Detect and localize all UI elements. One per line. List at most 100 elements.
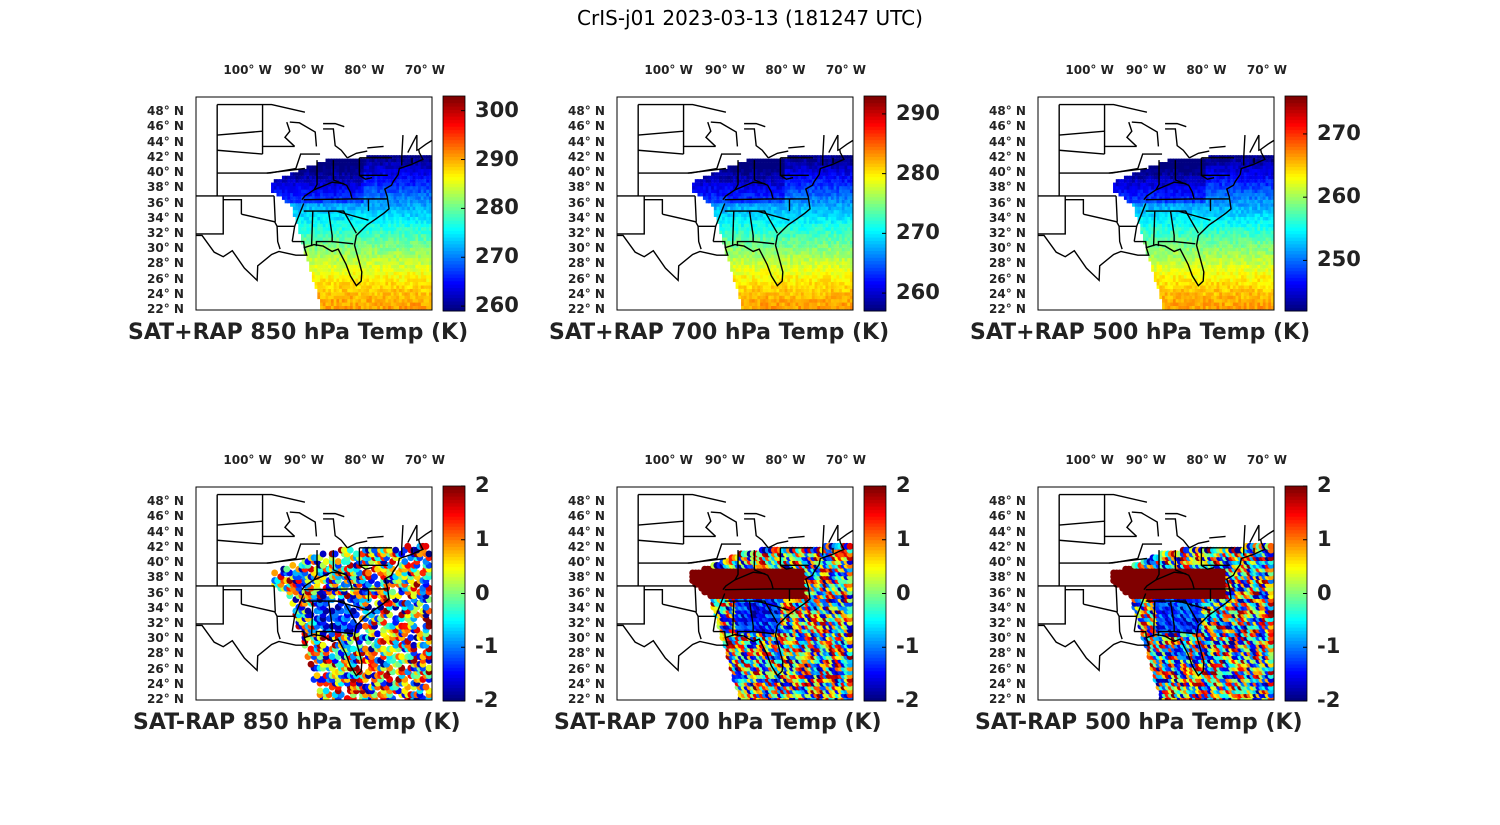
colorbar-tick-label: 260 <box>896 280 940 305</box>
map-panel: 100° W 90° W 80° W 70° W 48° N 46° N 44° N 42° … <box>128 60 519 360</box>
lat-tick-label: 34° N <box>568 600 605 615</box>
lat-tick-label: 26° N <box>147 271 184 286</box>
lat-tick-label: 38° N <box>568 180 605 195</box>
lat-tick-label: 24° N <box>147 676 184 691</box>
lat-tick-label: 32° N <box>147 615 184 630</box>
panel-title: SAT+RAP 850 hPa Temp (K) <box>128 320 469 345</box>
colorbar-tick-label: -1 <box>1317 634 1341 659</box>
lat-tick-label: 38° N <box>147 570 184 585</box>
colorbar-tick-label: -1 <box>896 634 920 659</box>
lat-tick-label: 24° N <box>147 286 184 301</box>
lat-tick-label: 48° N <box>147 104 184 119</box>
map-panel: 100° W 90° W 80° W 70° W 48° N 46° N 44° N 42° … <box>970 60 1361 360</box>
lat-tick-label: 26° N <box>568 661 605 676</box>
lat-tick-label: 26° N <box>989 661 1026 676</box>
lon-tick-label: 80° W <box>1186 63 1227 77</box>
lon-tick-label: 70° W <box>1246 453 1288 467</box>
lat-tick-label: 42° N <box>147 149 184 164</box>
lat-tick-label: 36° N <box>147 585 184 600</box>
colorbar-tick-label: 280 <box>475 195 519 220</box>
colorbar-tick-label: 250 <box>1317 247 1361 272</box>
map-svg <box>616 485 887 702</box>
lat-tick-label: 22° N <box>568 692 605 706</box>
panel-title: SAT+RAP 700 hPa Temp (K) <box>549 320 890 345</box>
lat-tick-label: 42° N <box>989 539 1026 554</box>
lon-tick-label: 100° W <box>644 63 693 77</box>
panel-title: SAT-RAP 700 hPa Temp (K) <box>554 710 882 735</box>
lat-tick-label: 28° N <box>568 256 605 271</box>
map-svg <box>616 95 887 312</box>
lon-tick-label: 70° W <box>404 453 446 467</box>
colorbar <box>1284 95 1308 312</box>
lat-tick-label: 36° N <box>147 195 184 210</box>
colorbar-tick-label: 290 <box>896 100 940 125</box>
lat-tick-label: 42° N <box>568 539 605 554</box>
lat-tick-label: 30° N <box>568 631 605 646</box>
colorbar <box>442 95 466 312</box>
lat-tick-label: 48° N <box>989 104 1026 119</box>
colorbar-tick-label: -2 <box>896 688 920 712</box>
figure-title: CrIS-j01 2023-03-13 (181247 UTC) <box>577 6 923 30</box>
lat-tick-label: 32° N <box>568 615 605 630</box>
colorbar-tick-label: -2 <box>1317 688 1341 712</box>
lat-tick-label: 24° N <box>989 676 1026 691</box>
lat-tick-label: 30° N <box>147 631 184 646</box>
lat-tick-label: 26° N <box>568 271 605 286</box>
lon-tick-label: 100° W <box>1065 453 1114 467</box>
lon-tick-label: 80° W <box>765 453 806 467</box>
colorbar-tick-label: 1 <box>475 526 490 551</box>
state-borders <box>196 103 432 287</box>
lat-tick-label: 28° N <box>989 256 1026 271</box>
lat-tick-label: 38° N <box>568 570 605 585</box>
lon-tick-label: 90° W <box>1125 63 1167 77</box>
state-borders <box>1038 493 1274 677</box>
colorbar-tick-label: 1 <box>896 526 911 551</box>
colorbar-tick-label: 270 <box>1317 120 1361 145</box>
lat-tick-label: 40° N <box>147 165 184 180</box>
lat-tick-label: 44° N <box>989 134 1026 149</box>
lat-tick-label: 24° N <box>568 286 605 301</box>
colorbar-tick-label: -2 <box>475 688 499 712</box>
state-borders <box>617 493 853 677</box>
lat-tick-label: 38° N <box>989 180 1026 195</box>
map-svg <box>1037 485 1308 702</box>
lat-tick-label: 46° N <box>147 119 184 134</box>
lat-tick-label: 36° N <box>568 195 605 210</box>
lat-tick-label: 28° N <box>989 646 1026 661</box>
lon-tick-label: 100° W <box>223 63 272 77</box>
lat-tick-label: 30° N <box>147 241 184 256</box>
lat-tick-label: 44° N <box>989 524 1026 539</box>
lat-tick-label: 28° N <box>147 256 184 271</box>
lat-tick-label: 30° N <box>568 241 605 256</box>
lon-tick-label: 80° W <box>344 63 385 77</box>
lat-tick-label: 26° N <box>989 271 1026 286</box>
colorbar-tick-label: 270 <box>896 220 940 245</box>
observation-swath <box>1113 155 1274 310</box>
lat-tick-label: 30° N <box>989 241 1026 256</box>
state-borders <box>617 103 853 287</box>
colorbar-tick-label: 1 <box>1317 526 1332 551</box>
colorbar-tick-label: 2 <box>896 473 911 497</box>
lat-tick-label: 42° N <box>989 149 1026 164</box>
lat-tick-label: 28° N <box>568 646 605 661</box>
colorbar-tick-label: 300 <box>475 97 519 122</box>
lon-tick-label: 90° W <box>704 453 746 467</box>
lat-tick-label: 34° N <box>989 210 1026 225</box>
lat-tick-label: 24° N <box>568 676 605 691</box>
panel-title: SAT-RAP 850 hPa Temp (K) <box>133 710 461 735</box>
lat-tick-label: 30° N <box>989 631 1026 646</box>
colorbar <box>1284 485 1308 702</box>
lat-tick-label: 38° N <box>989 570 1026 585</box>
lat-tick-label: 36° N <box>989 195 1026 210</box>
lat-tick-label: 36° N <box>568 585 605 600</box>
lat-tick-label: 36° N <box>989 585 1026 600</box>
lon-tick-label: 80° W <box>765 63 806 77</box>
map-panel: 100° W 90° W 80° W 70° W 48° N 46° N 44° N 42° … <box>549 60 940 360</box>
lat-tick-label: 22° N <box>147 692 184 706</box>
lat-tick-label: 40° N <box>568 165 605 180</box>
lon-tick-label: 100° W <box>1065 63 1114 77</box>
lat-tick-label: 40° N <box>147 555 184 570</box>
lat-tick-label: 44° N <box>147 134 184 149</box>
lat-tick-label: 40° N <box>989 555 1026 570</box>
panel-title: SAT+RAP 500 hPa Temp (K) <box>970 320 1311 345</box>
